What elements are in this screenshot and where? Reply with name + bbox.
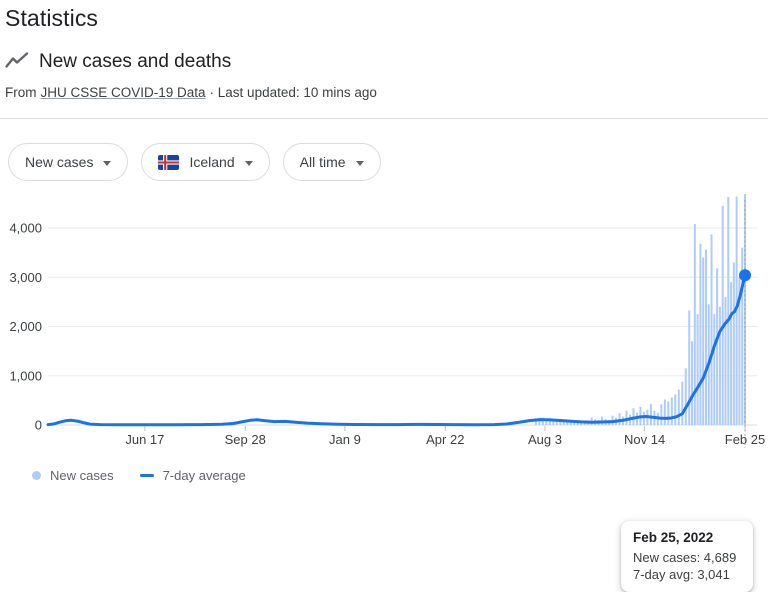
- source-prefix: From: [5, 85, 37, 100]
- country-dropdown-label: Iceland: [189, 154, 235, 170]
- gridlines: [48, 227, 757, 426]
- tooltip-7day-avg: 7-day avg: 3,041: [633, 567, 730, 582]
- svg-text:Sep 28: Sep 28: [225, 432, 266, 447]
- timerange-dropdown-label: All time: [299, 154, 346, 170]
- svg-text:Jun 17: Jun 17: [125, 432, 164, 447]
- page-title: Statistics: [5, 5, 99, 31]
- trend-chart-icon: [5, 52, 29, 72]
- timerange-dropdown[interactable]: All time: [282, 143, 381, 181]
- source-link[interactable]: JHU CSSE COVID-19 Data: [40, 85, 206, 100]
- chevron-down-icon: [244, 160, 253, 166]
- country-dropdown[interactable]: Iceland: [141, 143, 270, 181]
- svg-text:0: 0: [35, 418, 42, 433]
- cases-chart[interactable]: 0 1,000 2,000 3,000 4,000 Jun 17 Sep 28 Jan 9 Ap…: [0, 190, 768, 592]
- chart-canvas[interactable]: 0 1,000 2,000 3,000 4,000 Jun 17 Sep 28 Jan 9 Ap…: [0, 190, 768, 462]
- legend-new-cases[interactable]: New cases: [32, 468, 114, 483]
- source-line: From JHU CSSE COVID-19 Data · Last updat…: [5, 85, 377, 100]
- svg-text:3,000: 3,000: [9, 270, 42, 285]
- svg-text:Jan 9: Jan 9: [329, 432, 361, 447]
- metric-dropdown[interactable]: New cases: [8, 143, 129, 181]
- svg-text:1,000: 1,000: [9, 368, 42, 383]
- legend-7day-average[interactable]: 7-day average: [139, 468, 246, 483]
- x-axis-ticks: [144, 426, 746, 431]
- metric-dropdown-label: New cases: [25, 154, 94, 170]
- y-axis-labels: 0 1,000 2,000 3,000 4,000: [9, 221, 42, 433]
- tooltip-new-cases: New cases: 4,689: [633, 550, 737, 565]
- chart-legend: New cases 7-day average: [32, 468, 246, 483]
- avg-line[interactable]: [46, 273, 747, 427]
- chart-tooltip: Feb 25, 2022 New cases: 4,689 7-day avg:…: [621, 521, 753, 592]
- new-cases-swatch-icon: [32, 471, 41, 480]
- x-axis-labels: Jun 17 Sep 28 Jan 9 Apr 22 Aug 3 Nov 14 Feb 25: [125, 432, 765, 447]
- last-point-marker[interactable]: [739, 269, 751, 282]
- new-cases-bars[interactable]: [534, 194, 746, 425]
- svg-text:Aug 3: Aug 3: [528, 432, 562, 447]
- chevron-down-icon: [103, 160, 112, 166]
- legend-7day-average-label: 7-day average: [162, 468, 246, 483]
- svg-text:4,000: 4,000: [9, 221, 42, 236]
- last-updated-text: · Last updated: 10 mins ago: [209, 85, 377, 100]
- iceland-flag-icon: [158, 154, 180, 170]
- chevron-down-icon: [355, 160, 364, 166]
- tooltip-date: Feb 25, 2022: [633, 530, 714, 545]
- divider: [0, 118, 768, 119]
- svg-text:Nov 14: Nov 14: [624, 432, 665, 447]
- section-header: New cases and deaths: [5, 51, 231, 73]
- legend-new-cases-label: New cases: [50, 468, 114, 483]
- avg-line-swatch-icon: [139, 474, 154, 477]
- svg-text:2,000: 2,000: [9, 319, 42, 334]
- filter-chips: New cases Iceland All time: [8, 143, 381, 181]
- statistics-page: Statistics New cases and deaths From JHU…: [0, 5, 768, 592]
- svg-text:Apr 22: Apr 22: [426, 432, 464, 447]
- section-title: New cases and deaths: [39, 51, 232, 72]
